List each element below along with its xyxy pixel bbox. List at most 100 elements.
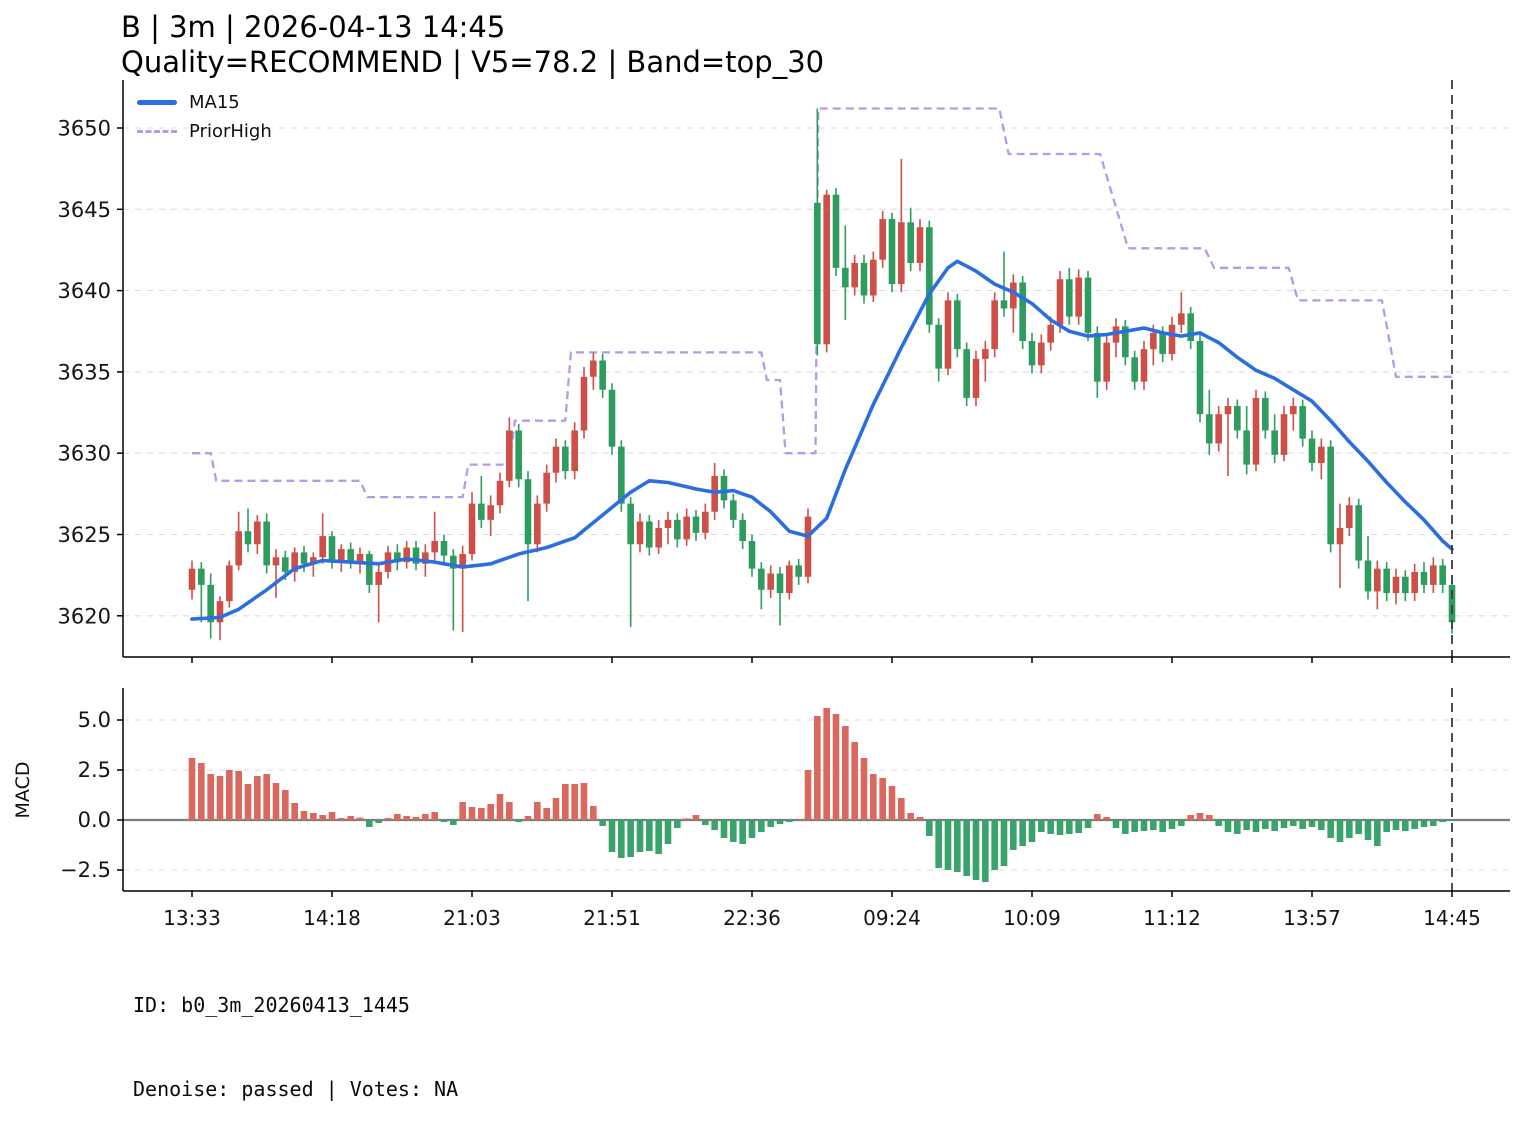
candle (1094, 326, 1101, 398)
candle-body (366, 554, 373, 585)
candle (356, 547, 364, 574)
candle-body (1056, 279, 1064, 325)
time-tick-label: 10:09 (1003, 906, 1061, 930)
candle (1131, 350, 1138, 390)
candle-body (207, 584, 214, 623)
candle-body (1402, 576, 1409, 594)
candle-body (1168, 324, 1176, 355)
candle (664, 511, 672, 545)
macd-bar (954, 820, 961, 872)
candle (599, 354, 606, 398)
candle (487, 495, 494, 537)
candle-body (963, 349, 970, 398)
macd-bar (1075, 820, 1082, 833)
candle (1084, 271, 1092, 342)
candle-body (1252, 397, 1260, 465)
candle (1019, 275, 1026, 350)
time-tick-label: 14:18 (303, 906, 361, 930)
candle (198, 562, 205, 623)
candle (328, 531, 336, 569)
candle-body (1243, 430, 1250, 465)
macd-bar (310, 813, 317, 820)
macd-bar (1346, 820, 1353, 838)
candle (1000, 251, 1008, 317)
time-tick-label: 09:24 (863, 906, 921, 930)
legend: MA15 PriorHigh (137, 88, 272, 146)
candle (842, 225, 849, 320)
macd-bar (627, 820, 634, 857)
candle-body (412, 547, 420, 564)
candle (478, 475, 485, 528)
candle (552, 438, 560, 483)
macd-bar (1206, 815, 1213, 820)
candle-body (804, 516, 812, 577)
candle (543, 464, 550, 512)
candle (655, 519, 662, 555)
macd-bar (795, 819, 802, 820)
macd-bar (804, 770, 812, 820)
macd-bar (431, 812, 438, 820)
macd-bar (1187, 815, 1194, 820)
macd-bar (198, 763, 205, 820)
macd-bar (291, 803, 298, 820)
candle-body (468, 503, 476, 555)
macd-bar (552, 798, 560, 820)
macd-bar (1290, 820, 1297, 826)
candle (1411, 563, 1418, 602)
candle (1374, 560, 1381, 610)
candle-body (1122, 326, 1129, 358)
candle-body (720, 475, 728, 501)
macd-bar (1355, 820, 1362, 834)
macd-bar (478, 808, 485, 820)
candle-body (1439, 565, 1446, 585)
candle-body (767, 573, 774, 590)
candle-body (1196, 341, 1204, 415)
macd-bar (506, 802, 513, 820)
macd-bar (851, 742, 858, 820)
candle-body (1038, 342, 1045, 366)
candle (1028, 332, 1036, 374)
candle (646, 514, 653, 556)
macd-bar (879, 778, 886, 820)
macd-bar (702, 820, 709, 825)
footer-line-denoise: Denoise: passed | Votes: NA (133, 1077, 459, 1101)
candle-body (627, 503, 634, 545)
candle (1392, 568, 1400, 605)
macd-bar (1271, 820, 1278, 831)
candle (907, 207, 914, 272)
candle-body (1206, 414, 1213, 444)
legend-label-ma15: MA15 (189, 92, 240, 113)
macd-bar (235, 771, 242, 820)
candle-body (534, 503, 541, 545)
macd-bar (758, 820, 765, 832)
candle-body (1336, 527, 1344, 545)
ma15-layer (190, 259, 1454, 621)
candle-body (870, 259, 877, 296)
candle-body (879, 219, 886, 260)
candle (1038, 334, 1045, 374)
price-tick-label: 3630 (58, 442, 111, 466)
macd-bar (450, 820, 457, 825)
macd-bar (1262, 820, 1269, 829)
candle (954, 293, 961, 358)
candle (823, 189, 830, 353)
macd-bar (776, 820, 784, 824)
candle-body (375, 571, 382, 585)
macd-bar (403, 816, 410, 820)
candle (272, 549, 280, 598)
macd-bar (842, 726, 849, 820)
macd-bar (991, 820, 998, 870)
time-tick-label: 11:12 (1143, 906, 1201, 930)
macd-bar (692, 815, 700, 820)
candle-body (300, 552, 308, 564)
candle-body (972, 358, 980, 398)
candle (1318, 438, 1325, 480)
candle (338, 544, 345, 572)
candle-body (646, 521, 653, 548)
macd-bar (814, 716, 821, 820)
macd-bar (674, 820, 681, 828)
candle (468, 492, 476, 561)
candle (590, 352, 597, 390)
candle (1140, 341, 1148, 390)
